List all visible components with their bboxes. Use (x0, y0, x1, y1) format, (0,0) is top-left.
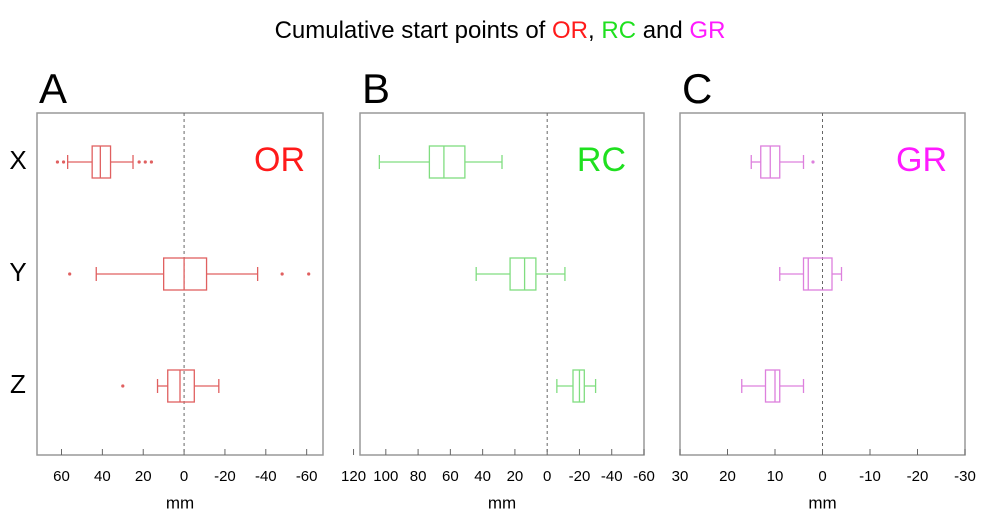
box (509, 257, 537, 291)
outlier (307, 272, 311, 276)
x-tick-label: 0 (543, 468, 551, 485)
x-tick-label: -60 (633, 468, 655, 485)
x-tick-label: -20 (214, 468, 236, 485)
outlier (61, 160, 66, 164)
outlier (121, 384, 125, 388)
x-tick-label: 60 (442, 468, 459, 485)
box (802, 257, 833, 291)
box (428, 145, 466, 179)
figure-title: Cumulative start points of OR, RC and GR (275, 17, 726, 44)
x-tick-label: -40 (601, 468, 623, 485)
panel-label: OR (254, 141, 305, 179)
box (167, 369, 195, 403)
outlier (55, 160, 60, 164)
x-tick-label: 20 (719, 468, 736, 485)
box (572, 369, 585, 403)
plot-frame (36, 112, 324, 456)
outlier (280, 272, 284, 276)
outlier (149, 160, 153, 164)
x-tick-label: -30 (954, 468, 976, 485)
outlier (137, 160, 141, 164)
x-axis-label: mm (808, 493, 836, 512)
box (91, 145, 112, 179)
box (163, 257, 208, 291)
outlier (811, 160, 815, 164)
x-axis-label: mm (488, 493, 516, 512)
outlier (143, 160, 147, 164)
row-label: Y (9, 257, 26, 287)
x-axis-label: mm (166, 493, 194, 512)
title-part: , (588, 17, 601, 44)
x-tick-label: -40 (255, 468, 277, 485)
x-tick-label: 20 (135, 468, 152, 485)
panel-label: RC (577, 141, 626, 179)
x-tick-label: 0 (818, 468, 826, 485)
panel-label: GR (896, 141, 947, 179)
x-tick-label: 80 (410, 468, 427, 485)
panel-letter: A (39, 65, 67, 112)
title-part: Cumulative start points of (275, 17, 552, 44)
x-tick-label: 40 (474, 468, 491, 485)
x-tick-label: -10 (859, 468, 881, 485)
x-tick-label: 10 (767, 468, 784, 485)
x-tick-label: 100 (373, 468, 398, 485)
x-tick-label: 120 (341, 468, 366, 485)
title-part: RC (601, 17, 636, 44)
title-part: GR (689, 17, 725, 44)
title-part: OR (552, 17, 588, 44)
x-tick-label: 60 (53, 468, 70, 485)
row-label: X (9, 145, 26, 175)
outlier (68, 272, 72, 276)
x-tick-label: 40 (94, 468, 111, 485)
x-tick-label: -20 (907, 468, 929, 485)
x-tick-label: 30 (672, 468, 689, 485)
x-tick-label: -60 (296, 468, 318, 485)
title-part: and (636, 17, 689, 44)
x-tick-label: 0 (180, 468, 188, 485)
x-tick-label: 20 (507, 468, 524, 485)
row-label: Z (10, 369, 26, 399)
plot-frame (359, 112, 645, 456)
box (764, 369, 781, 403)
x-tick-label: -20 (569, 468, 591, 485)
panel-letter: B (362, 65, 390, 112)
panel-letter: C (682, 65, 712, 112)
